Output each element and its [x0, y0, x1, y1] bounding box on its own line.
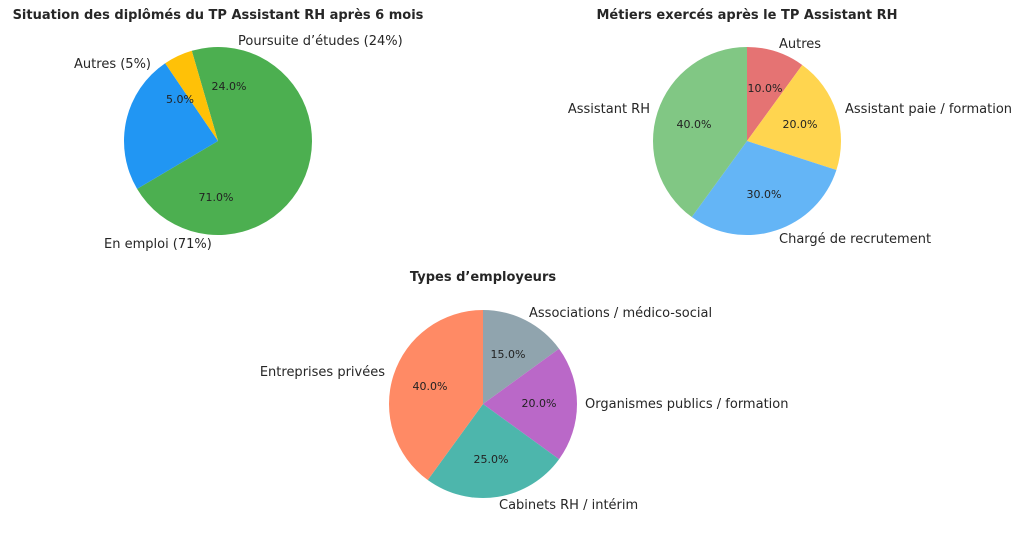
pie-slice	[137, 46, 312, 235]
chart-title: Métiers exercés après le TP Assistant RH	[596, 8, 897, 23]
pie-chart-situation: Situation des diplômés du TP Assistant R…	[13, 8, 424, 252]
slice-label: Autres	[779, 37, 821, 52]
pct-label: 20.0%	[783, 118, 818, 131]
pie-slice	[652, 47, 747, 218]
pie-slice	[747, 47, 803, 141]
pct-label: 20.0%	[522, 397, 557, 410]
slice-label: Autres (5%)	[74, 57, 151, 72]
slice-label: Entreprises privées	[260, 365, 385, 380]
chart-title: Types d’employeurs	[410, 270, 556, 285]
pie-chart-employeurs: Types d’employeurs 15.0% 20.0% 25.0% 40.…	[260, 270, 789, 513]
slice-label: Cabinets RH / intérim	[499, 498, 638, 513]
pct-label: 30.0%	[747, 188, 782, 201]
pct-label: 25.0%	[474, 453, 509, 466]
pct-label: 40.0%	[413, 380, 448, 393]
slice-label: Poursuite d’études (24%)	[238, 34, 403, 49]
pie-slice	[691, 141, 837, 236]
slice-label: Assistant RH	[568, 102, 650, 117]
pie-slice	[427, 404, 560, 499]
pct-label: 5.0%	[166, 93, 194, 106]
pie-slice	[747, 64, 842, 171]
pie-slice	[483, 348, 578, 460]
pct-label: 40.0%	[677, 118, 712, 131]
pie-slice	[123, 63, 218, 189]
pct-label: 10.0%	[748, 82, 783, 95]
chart-title: Situation des diplômés du TP Assistant R…	[13, 8, 424, 23]
slice-label: Associations / médico-social	[529, 306, 712, 321]
slice-label: En emploi (71%)	[104, 237, 212, 252]
slice-label: Assistant paie / formation	[845, 102, 1012, 117]
pie-slice	[483, 310, 560, 404]
slice-label: Organismes publics / formation	[585, 397, 788, 412]
pct-label: 71.0%	[199, 191, 234, 204]
pct-label: 24.0%	[212, 80, 247, 93]
pie-chart-metiers: Métiers exercés après le TP Assistant RH…	[568, 8, 1012, 247]
pie-slice	[388, 310, 483, 481]
pie-slice	[165, 50, 218, 142]
pct-label: 15.0%	[491, 348, 526, 361]
slice-label: Chargé de recrutement	[779, 232, 931, 247]
